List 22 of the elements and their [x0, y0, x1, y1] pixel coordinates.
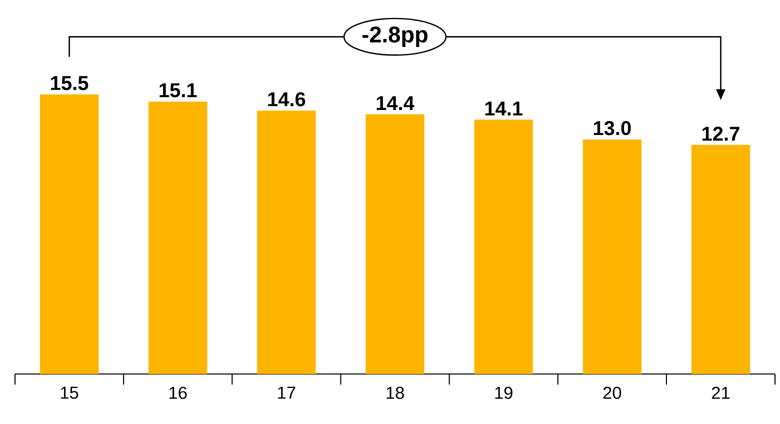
- x-tick-label: 16: [170, 386, 187, 399]
- data-label: 12.7: [702, 126, 740, 141]
- x-tick-label: 15: [60, 386, 78, 399]
- x-tick-label: 18: [386, 386, 404, 399]
- bar: [691, 144, 750, 374]
- data-label: 14.6: [268, 92, 306, 106]
- x-tick-label: 21: [712, 386, 730, 399]
- x-tick-label: 17: [278, 386, 296, 399]
- bar: [148, 102, 208, 374]
- bar: [40, 94, 99, 374]
- x-tick-label: 20: [603, 386, 622, 399]
- data-label: 13.0: [594, 121, 631, 136]
- bar: [474, 120, 533, 374]
- data-label: 14.4: [376, 96, 414, 110]
- data-label: 15.1: [160, 83, 197, 98]
- bar: [366, 114, 424, 374]
- bar: [582, 139, 642, 374]
- x-tick-label: 19: [495, 386, 512, 399]
- bar: [257, 110, 316, 374]
- text: -2.8pp: [362, 26, 428, 48]
- data-label: 15.5: [51, 76, 88, 90]
- data-label: 14.1: [485, 102, 522, 116]
